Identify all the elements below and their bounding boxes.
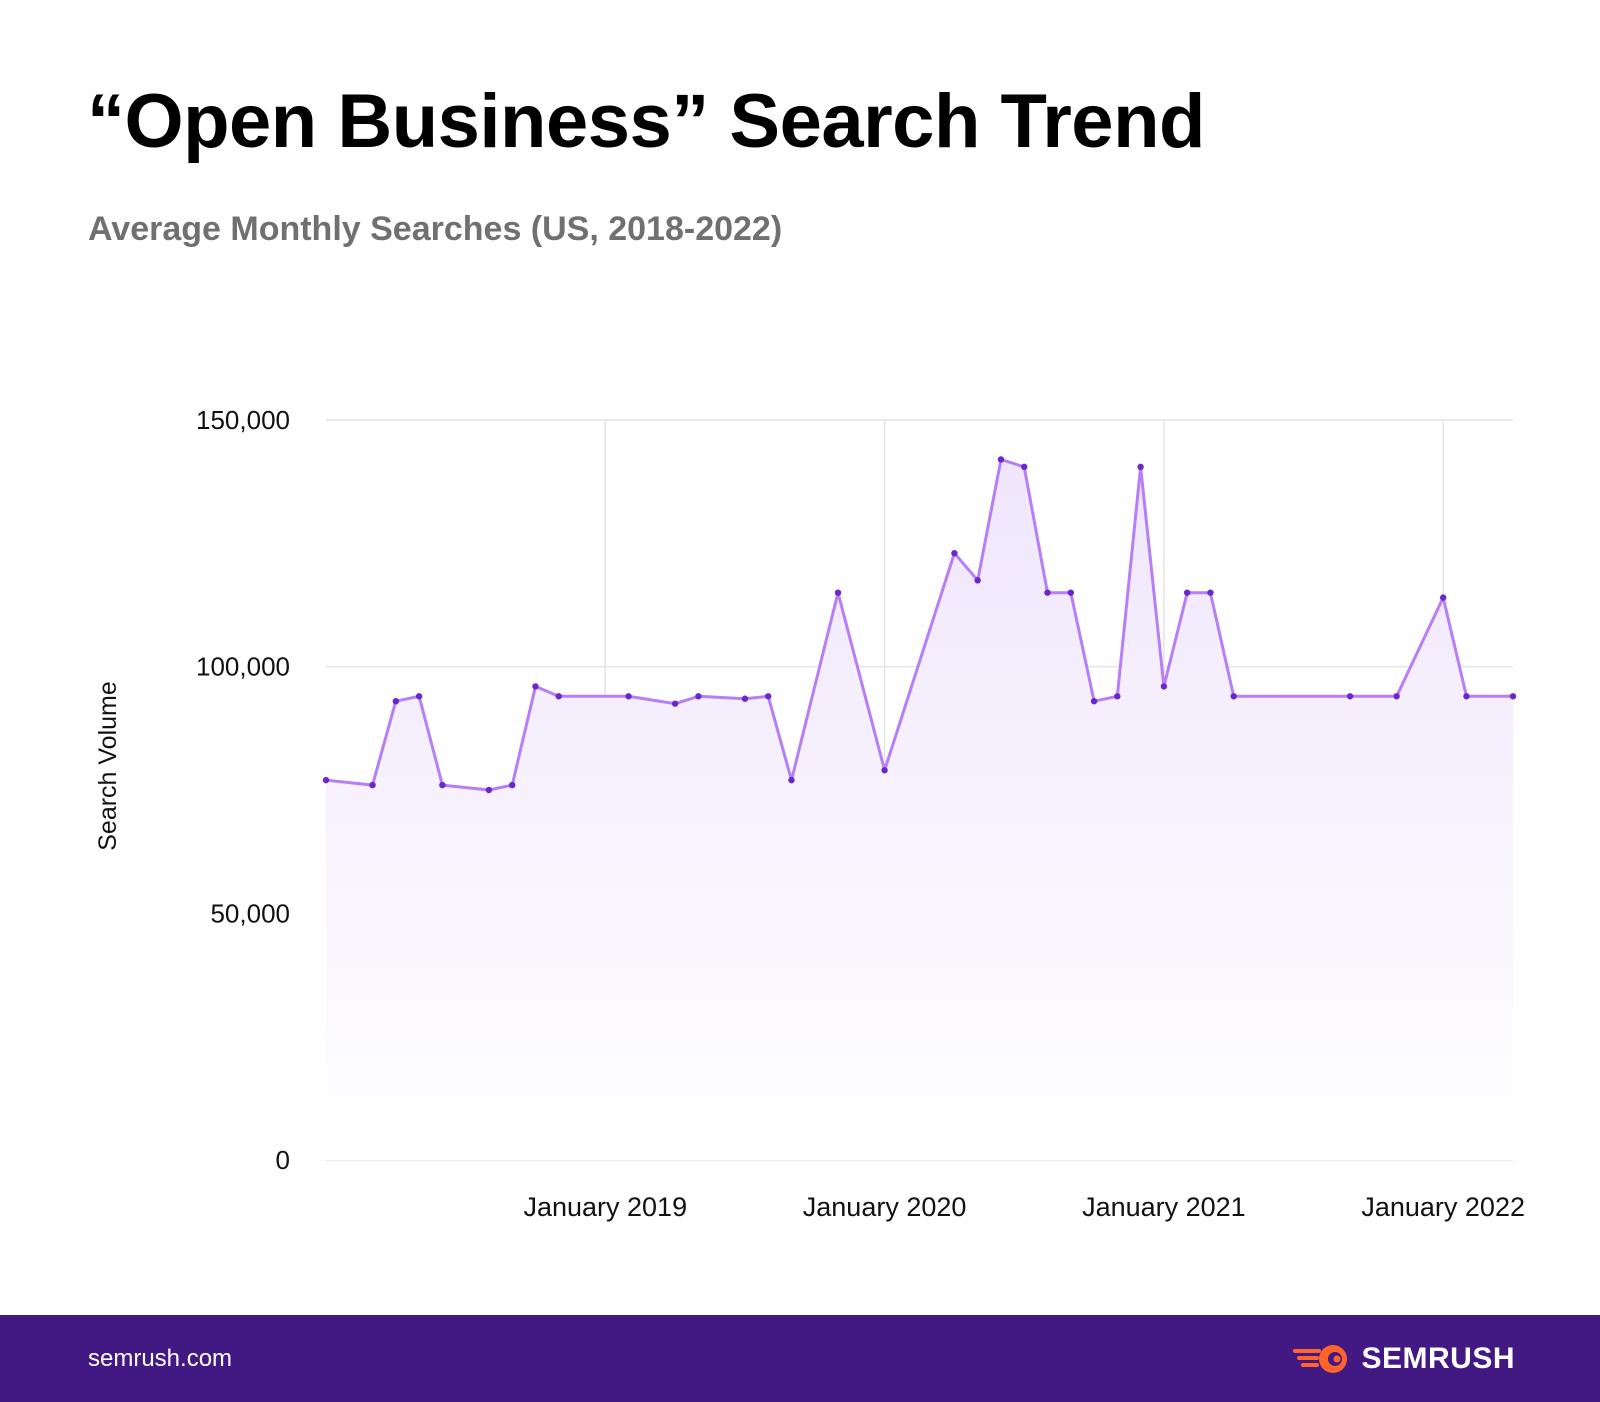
data-point — [1090, 698, 1098, 705]
y-tick-label: 100,000 — [196, 652, 290, 682]
x-tick-label: January 2020 — [803, 1192, 967, 1222]
data-point — [741, 695, 749, 702]
data-point — [671, 700, 679, 707]
data-point — [625, 693, 632, 700]
x-tick-label: January 2019 — [523, 1192, 687, 1222]
footer-url[interactable]: semrush.com — [88, 1345, 233, 1372]
data-point — [1114, 693, 1121, 700]
data-point — [1346, 693, 1354, 700]
area-fill — [326, 459, 1513, 1160]
data-point — [508, 781, 516, 789]
y-tick-label: 50,000 — [210, 898, 290, 928]
y-tick-label: 150,000 — [196, 405, 290, 435]
data-point — [1393, 693, 1400, 700]
axis-tick-labels: 0 50,000 100,000 150,000 January 2019 January… — [196, 405, 1525, 1222]
data-point — [974, 577, 981, 584]
data-point — [1021, 463, 1028, 471]
data-point — [1044, 589, 1051, 596]
data-point — [1183, 589, 1191, 596]
data-point — [1509, 693, 1517, 700]
data-point — [1207, 589, 1214, 596]
brand-name: SEMRUSH — [1361, 1342, 1515, 1375]
data-point — [1439, 594, 1447, 601]
data-point — [695, 693, 702, 700]
data-point — [1067, 589, 1074, 596]
data-points — [322, 456, 1517, 794]
data-point — [834, 589, 842, 596]
data-point — [1160, 683, 1168, 690]
data-point — [881, 767, 888, 774]
semrush-fire-icon — [1293, 1345, 1348, 1373]
data-point — [765, 693, 772, 700]
chart-subtitle: Average Monthly Searches (US, 2018-2022) — [88, 210, 783, 248]
data-point — [1137, 463, 1144, 471]
chart-title: “Open Business” Search Trend — [87, 79, 1205, 164]
x-tick-label: January 2022 — [1361, 1192, 1525, 1222]
data-point — [951, 550, 958, 557]
data-point — [415, 693, 423, 700]
y-tick-label: 0 — [276, 1145, 290, 1175]
data-point — [439, 781, 446, 789]
data-point — [532, 683, 539, 690]
data-point — [997, 456, 1005, 463]
data-point — [392, 698, 400, 705]
x-tick-label: January 2021 — [1082, 1192, 1246, 1222]
data-point — [555, 693, 562, 700]
data-point — [322, 776, 330, 784]
data-point — [1230, 693, 1237, 700]
search-trend-chart: 0 50,000 100,000 150,000 January 2019 January… — [94, 405, 1525, 1222]
data-point — [788, 776, 795, 784]
footer-bar: semrush.com SEMRUSH — [0, 1315, 1600, 1402]
y-axis-label: Search Volume — [94, 681, 122, 851]
brand-logo: SEMRUSH — [1293, 1339, 1515, 1379]
data-point — [1463, 693, 1470, 700]
data-point — [369, 781, 376, 789]
data-point — [485, 786, 493, 794]
